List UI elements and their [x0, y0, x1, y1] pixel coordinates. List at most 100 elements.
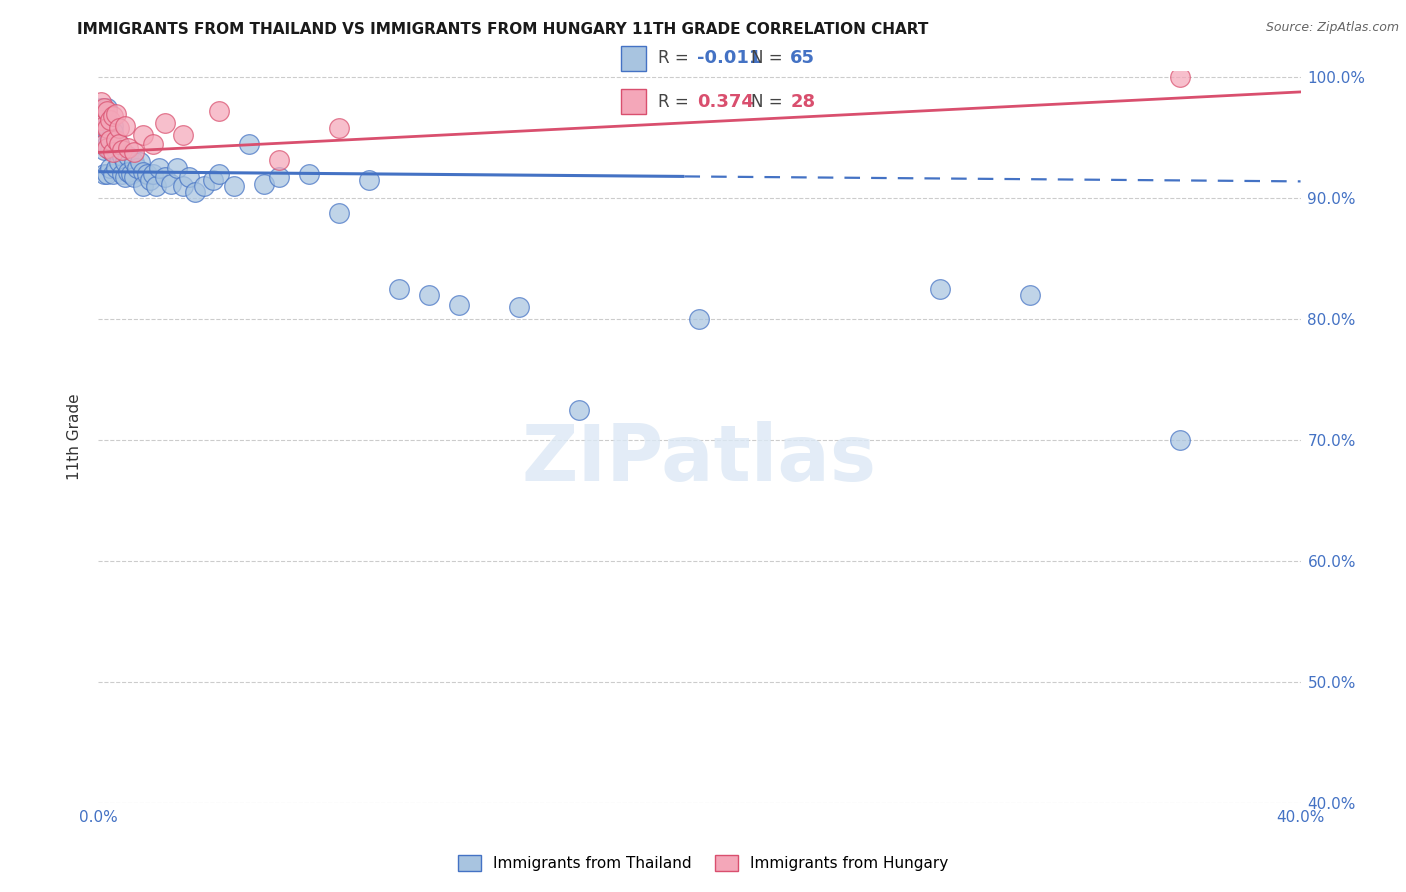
- Point: [100, 143, 122, 157]
- Point: [929, 282, 952, 296]
- Point: [141, 136, 163, 151]
- Bar: [621, 89, 647, 114]
- Point: [166, 161, 188, 175]
- Point: [108, 136, 131, 151]
- Point: [201, 173, 224, 187]
- Text: R =: R =: [658, 93, 695, 112]
- Point: [105, 106, 128, 120]
- Point: [93, 121, 115, 136]
- Point: [114, 119, 136, 133]
- Point: [103, 119, 125, 133]
- Point: [96, 119, 118, 133]
- Text: 28: 28: [790, 93, 815, 112]
- Point: [105, 143, 128, 157]
- Point: [124, 155, 146, 169]
- Point: [508, 300, 530, 314]
- Point: [447, 298, 470, 312]
- Point: [105, 133, 128, 147]
- Point: [267, 153, 290, 167]
- Point: [96, 167, 118, 181]
- Text: N =: N =: [751, 93, 787, 112]
- Point: [127, 161, 149, 175]
- Point: [267, 169, 290, 184]
- Point: [96, 140, 118, 154]
- Text: -0.011: -0.011: [697, 49, 762, 68]
- Point: [153, 116, 176, 130]
- Point: [103, 145, 125, 160]
- Point: [93, 101, 115, 115]
- Point: [100, 133, 122, 147]
- Point: [418, 288, 440, 302]
- Point: [121, 167, 143, 181]
- Point: [93, 136, 115, 151]
- Point: [148, 161, 170, 175]
- Point: [689, 312, 711, 326]
- Point: [100, 161, 122, 175]
- Point: [117, 149, 139, 163]
- Point: [172, 179, 194, 194]
- Point: [103, 125, 125, 139]
- Text: Source: ZipAtlas.com: Source: ZipAtlas.com: [1265, 21, 1399, 34]
- Point: [568, 403, 591, 417]
- Point: [193, 179, 215, 194]
- Text: ZIPatlas: ZIPatlas: [522, 421, 877, 497]
- Point: [1170, 70, 1192, 85]
- Point: [117, 140, 139, 154]
- Point: [96, 104, 118, 119]
- Point: [253, 177, 276, 191]
- Point: [357, 173, 380, 187]
- Point: [177, 169, 200, 184]
- Point: [96, 121, 118, 136]
- Point: [328, 206, 350, 220]
- Point: [96, 136, 118, 151]
- Point: [238, 136, 260, 151]
- Point: [1019, 288, 1042, 302]
- Y-axis label: 11th Grade: 11th Grade: [67, 393, 83, 481]
- Point: [103, 167, 125, 181]
- Point: [222, 179, 245, 194]
- Point: [141, 167, 163, 181]
- Point: [111, 167, 134, 181]
- Point: [124, 145, 146, 160]
- Point: [90, 95, 112, 109]
- Text: 65: 65: [790, 49, 815, 68]
- Point: [90, 119, 112, 133]
- Point: [90, 101, 112, 115]
- Point: [208, 104, 231, 119]
- Text: R =: R =: [658, 49, 695, 68]
- Point: [117, 164, 139, 178]
- Bar: [621, 46, 647, 71]
- Point: [93, 119, 115, 133]
- Point: [108, 155, 131, 169]
- Point: [172, 128, 194, 143]
- Point: [328, 121, 350, 136]
- Point: [105, 161, 128, 175]
- Point: [298, 167, 321, 181]
- Point: [100, 112, 122, 127]
- Point: [114, 169, 136, 184]
- Point: [208, 167, 231, 181]
- Point: [96, 101, 118, 115]
- Legend: Immigrants from Thailand, Immigrants from Hungary: Immigrants from Thailand, Immigrants fro…: [451, 849, 955, 877]
- Point: [103, 136, 125, 151]
- Point: [93, 143, 115, 157]
- Point: [93, 167, 115, 181]
- Point: [388, 282, 411, 296]
- Point: [90, 112, 112, 127]
- Point: [124, 169, 146, 184]
- Point: [132, 128, 155, 143]
- Point: [132, 164, 155, 178]
- Point: [135, 167, 157, 181]
- Point: [108, 121, 131, 136]
- Point: [93, 112, 115, 127]
- Point: [114, 155, 136, 169]
- Point: [90, 136, 112, 151]
- Point: [159, 177, 181, 191]
- Point: [183, 186, 205, 200]
- Text: N =: N =: [751, 49, 787, 68]
- Point: [129, 155, 152, 169]
- Point: [138, 173, 160, 187]
- Text: IMMIGRANTS FROM THAILAND VS IMMIGRANTS FROM HUNGARY 11TH GRADE CORRELATION CHART: IMMIGRANTS FROM THAILAND VS IMMIGRANTS F…: [77, 22, 929, 37]
- Point: [103, 109, 125, 123]
- Point: [111, 149, 134, 163]
